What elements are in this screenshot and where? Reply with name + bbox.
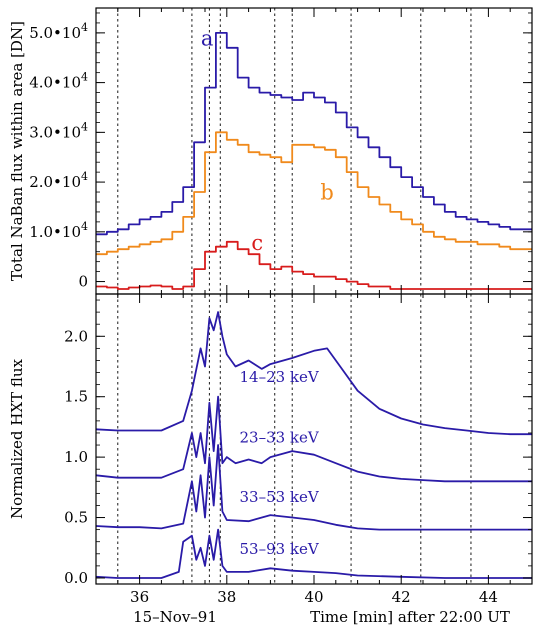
series-label: 53–93 keV [239, 540, 319, 558]
y-tick-label: 1.0 [64, 448, 88, 466]
series-line-1-0 [95, 311, 532, 436]
y-axis-title: Normalized HXT flux [8, 359, 26, 519]
y-tick-label: 0 [78, 273, 88, 291]
x-tick-label: 40 [304, 588, 323, 606]
y-tick-label: 3.0•104 [29, 120, 88, 141]
date-label: 15–Nov–91 [133, 608, 217, 626]
series-line-0-1 [96, 131, 532, 256]
series-label: c [251, 231, 263, 255]
series-line-1-3 [95, 528, 532, 579]
series-line-0-0 [96, 32, 532, 236]
y-tick-label: 4.0•104 [29, 71, 88, 92]
x-tick-label: 42 [392, 588, 411, 606]
bottom-panel: 14–23 keV 23–33 keV 33–53 keV 53–93 keV 36 38… [8, 293, 533, 606]
y-tick-label: 2.0•104 [29, 170, 88, 191]
series-label: a [201, 26, 214, 50]
series-label: 14–23 keV [239, 368, 319, 386]
y-tick-label: 2.0 [64, 327, 88, 345]
x-tick-label: 38 [217, 588, 236, 606]
y-tick-label: 1.5 [64, 388, 88, 406]
series-label: b [320, 180, 333, 204]
series-label: 33–53 keV [239, 488, 319, 506]
top-panel: a b c 0 1.0•104 2.0•104 3.0•104 4.0•104 5.0•104T… [8, 7, 533, 295]
series-label: 23–33 keV [239, 429, 319, 447]
x-tick-label: 36 [130, 588, 149, 606]
series-line-1-2 [95, 444, 532, 531]
series-line-0-2 [96, 240, 532, 290]
plot-frame [95, 7, 533, 295]
x-axis-title: Time [min] after 22:00 UT [310, 608, 510, 626]
y-axis-title: Total NaBan flux within area [DN] [8, 21, 26, 281]
series-line-1-1 [95, 395, 532, 483]
y-tick-label: 5.0•104 [29, 21, 88, 42]
y-tick-label: 1.0•104 [29, 220, 88, 241]
x-tick-label: 44 [479, 588, 498, 606]
y-tick-label: 0.0 [64, 569, 88, 587]
y-tick-label: 0.5 [64, 509, 88, 527]
